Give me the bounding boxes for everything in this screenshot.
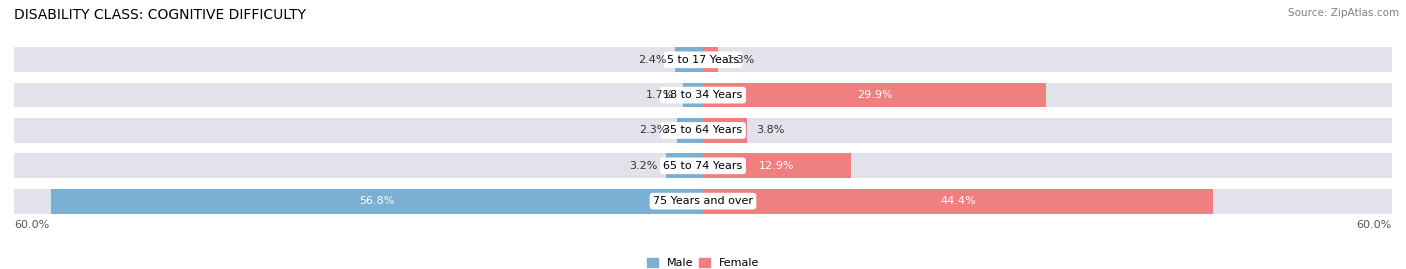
Legend: Male, Female: Male, Female bbox=[643, 253, 763, 269]
Bar bbox=[703, 189, 1213, 214]
Text: 2.3%: 2.3% bbox=[640, 125, 668, 136]
Bar bbox=[14, 83, 1392, 108]
Text: 1.7%: 1.7% bbox=[645, 90, 675, 100]
Text: 2.4%: 2.4% bbox=[638, 55, 666, 65]
Bar bbox=[14, 189, 1392, 214]
Bar bbox=[703, 153, 851, 178]
Text: 12.9%: 12.9% bbox=[759, 161, 794, 171]
Text: 18 to 34 Years: 18 to 34 Years bbox=[664, 90, 742, 100]
Bar bbox=[676, 118, 703, 143]
Text: 56.8%: 56.8% bbox=[359, 196, 395, 206]
Text: 1.3%: 1.3% bbox=[727, 55, 755, 65]
Bar bbox=[14, 118, 1392, 143]
Bar bbox=[703, 118, 747, 143]
Bar bbox=[666, 153, 703, 178]
Bar bbox=[51, 189, 703, 214]
Bar bbox=[14, 47, 1392, 72]
Text: 3.2%: 3.2% bbox=[628, 161, 657, 171]
Bar bbox=[703, 47, 718, 72]
Text: 75 Years and over: 75 Years and over bbox=[652, 196, 754, 206]
Text: 5 to 17 Years: 5 to 17 Years bbox=[666, 55, 740, 65]
Bar bbox=[675, 47, 703, 72]
Text: 35 to 64 Years: 35 to 64 Years bbox=[664, 125, 742, 136]
Text: Source: ZipAtlas.com: Source: ZipAtlas.com bbox=[1288, 8, 1399, 18]
Text: 29.9%: 29.9% bbox=[856, 90, 893, 100]
Text: DISABILITY CLASS: COGNITIVE DIFFICULTY: DISABILITY CLASS: COGNITIVE DIFFICULTY bbox=[14, 8, 307, 22]
Bar bbox=[683, 83, 703, 108]
Text: 3.8%: 3.8% bbox=[756, 125, 785, 136]
Text: 65 to 74 Years: 65 to 74 Years bbox=[664, 161, 742, 171]
Text: 60.0%: 60.0% bbox=[14, 220, 49, 229]
Bar bbox=[703, 83, 1046, 108]
Bar bbox=[14, 153, 1392, 178]
Text: 60.0%: 60.0% bbox=[1357, 220, 1392, 229]
Text: 44.4%: 44.4% bbox=[941, 196, 976, 206]
